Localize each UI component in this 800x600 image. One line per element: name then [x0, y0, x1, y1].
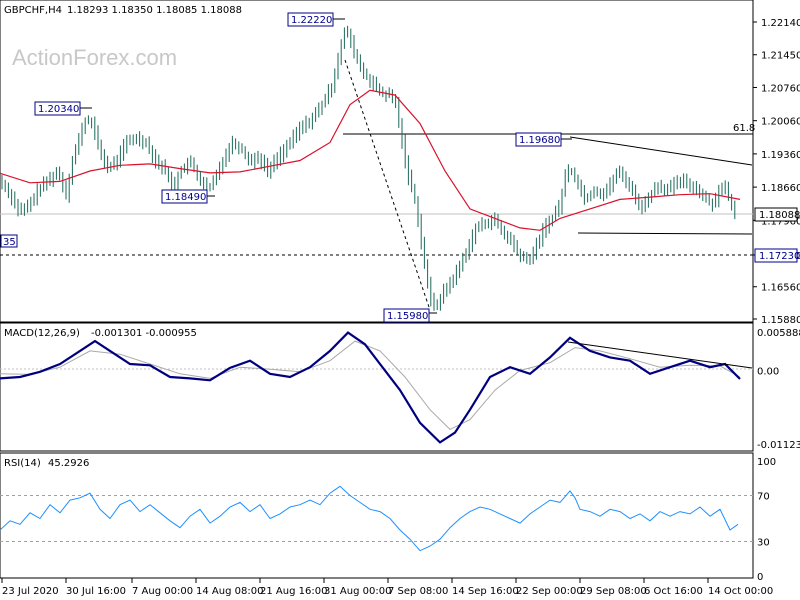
svg-text:1.20340: 1.20340	[38, 104, 79, 115]
macd-trend-line	[567, 341, 753, 369]
price-tick-label: 1.17960	[761, 216, 800, 227]
rsi-axis: 100 70 30 0	[0, 457, 776, 583]
watermark: ActionForex.com	[12, 45, 177, 70]
time-tick-label: 7 Aug 00:00	[132, 586, 193, 597]
price-tick-label: 1.15880	[761, 315, 800, 326]
triangle-lower-line	[577, 232, 753, 235]
svg-text:1.15980: 1.15980	[387, 311, 428, 322]
macd-tick-label: 0.00	[757, 367, 779, 378]
time-tick-label: 31 Aug 00:00	[324, 586, 391, 597]
rsi-panel-frame	[0, 452, 754, 579]
current-price-box: 1.18088	[754, 207, 800, 222]
price-tick-label: 1.18660	[761, 183, 800, 194]
svg-text:1.18088: 1.18088	[759, 210, 800, 221]
macd-values: -0.001301 -0.000955	[91, 328, 197, 339]
fib-label: 61.8	[733, 123, 755, 134]
moving-average-line	[0, 89, 741, 231]
time-tick-label: 14 Aug 08:00	[196, 586, 263, 597]
time-tick-label: 14 Oct 00:00	[708, 586, 773, 597]
svg-text:1.18490: 1.18490	[165, 192, 206, 203]
macd-tick-label: -0.011238	[757, 440, 800, 451]
price-tick-label: 1.16560	[761, 283, 800, 294]
macd-signal-line	[0, 340, 741, 431]
fib-swing-line	[344, 59, 431, 311]
price-candles	[1, 25, 736, 311]
price-tick-label: 1.19360	[761, 150, 800, 161]
rsi-label: RSI(14)	[4, 458, 41, 469]
annotation-1-18490: 1.18490	[161, 189, 215, 204]
rsi-tick-label: 70	[757, 492, 770, 503]
chart-ohlc: 1.18293 1.18350 1.18085 1.18088	[67, 5, 242, 16]
price-tick-label: 1.20060	[761, 117, 800, 128]
svg-text:1.17230: 1.17230	[759, 251, 800, 262]
price-tick-label: 1.21450	[761, 51, 800, 62]
time-tick-label: 21 Aug 16:00	[260, 586, 327, 597]
time-tick-label: 29 Sep 08:00	[580, 586, 647, 597]
price-panel-frame	[0, 0, 754, 323]
svg-text:1.22220: 1.22220	[291, 15, 332, 26]
rsi-value: 45.2926	[48, 458, 89, 469]
annotation-high-top: 1.22220	[287, 12, 345, 27]
rsi-tick-label: 30	[757, 538, 770, 549]
svg-text:1.19680: 1.19680	[519, 135, 560, 146]
time-tick-label: 6 Oct 16:00	[644, 586, 703, 597]
annotation-low-1-15980: 1.15980	[383, 308, 437, 323]
time-tick-label: 23 Jul 2020	[2, 586, 59, 597]
macd-label: MACD(12,26,9)	[4, 328, 80, 339]
support-price-box: 1.17230	[754, 248, 800, 263]
macd-tick-label: 0.005888	[757, 328, 800, 339]
rsi-line	[0, 485, 739, 552]
time-tick-label: 22 Sep 00:00	[516, 586, 583, 597]
svg-text:35: 35	[3, 237, 16, 248]
time-tick-label: 30 Jul 16:00	[66, 586, 126, 597]
annotation-1-19680: 1.19680	[515, 132, 572, 147]
price-axis: 1.22140 1.21450 1.20760 1.20060 1.19360 1.186…	[753, 18, 800, 326]
chart-symbol: GBPCHF,H4	[4, 5, 62, 16]
macd-line	[0, 331, 741, 444]
rsi-tick-label: 100	[757, 457, 776, 468]
rsi-tick-label: 0	[757, 572, 763, 583]
time-axis: 23 Jul 2020 30 Jul 16:00 7 Aug 00:00 14 Aug…	[1, 578, 773, 597]
time-tick-label: 14 Sep 16:00	[452, 586, 519, 597]
time-tick-label: 7 Sep 08:00	[388, 586, 448, 597]
macd-panel-frame	[0, 322, 754, 452]
price-tick-label: 1.20760	[761, 83, 800, 94]
annotation-1-20340: 1.20340	[34, 101, 92, 116]
triangle-upper-line	[569, 136, 753, 166]
price-tick-label: 1.22140	[761, 18, 800, 29]
macd-axis: 0.005888 0.00 -0.011238	[757, 328, 800, 451]
left-edge-box: 35	[0, 234, 18, 248]
